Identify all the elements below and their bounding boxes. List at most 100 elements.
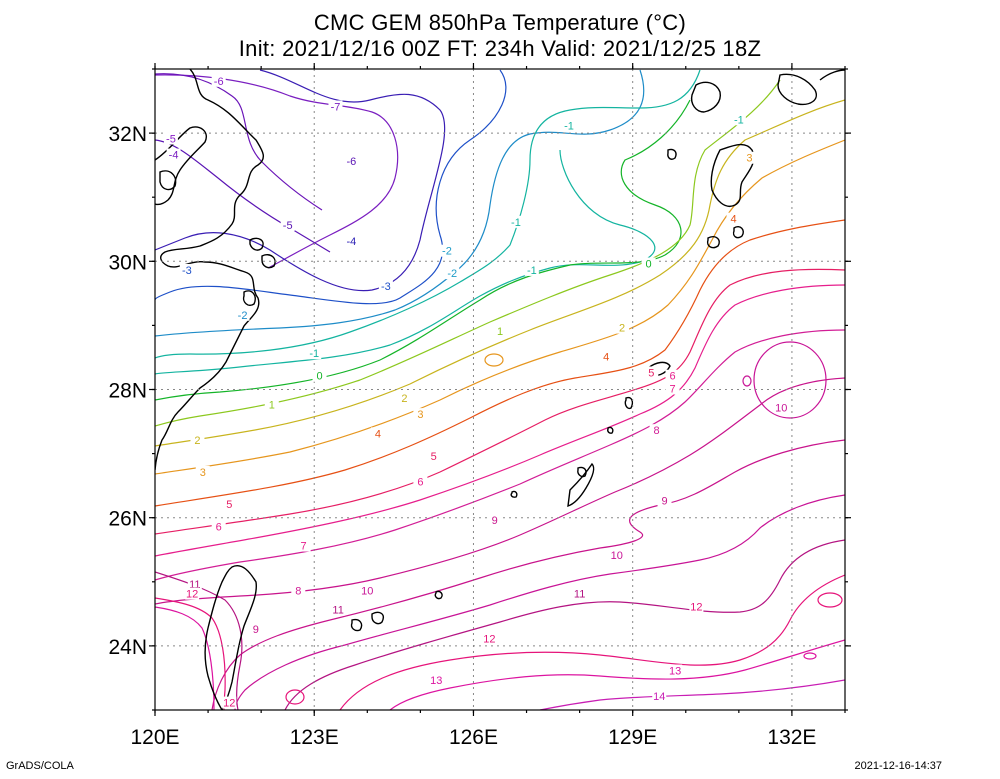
contour-label-bg	[312, 369, 327, 382]
contour-label-text: 10	[611, 550, 623, 562]
contour-label-text: -6	[214, 76, 224, 88]
china-islands-a	[159, 170, 177, 191]
lon-tick-label: 132E	[767, 726, 816, 749]
contour-label: 10	[360, 584, 375, 597]
contour-label-bg	[307, 347, 322, 360]
isotherm--3	[155, 69, 507, 305]
contour-label-text: 13	[430, 675, 442, 687]
contour-label-text: -4	[346, 236, 356, 248]
contour-label: 8	[649, 424, 664, 437]
contour-label-text: 5	[226, 499, 232, 511]
isotherm--5	[155, 139, 331, 253]
contour-label-text: 5	[431, 451, 437, 463]
zhoushan-b	[242, 290, 256, 306]
lon-tick-label: 126E	[449, 726, 498, 749]
contour-label-bg	[731, 113, 746, 126]
contour-label-text: -2	[238, 310, 248, 322]
isotherm-14	[539, 679, 845, 710]
contour-label-text: 1	[497, 326, 503, 338]
contour-label-text: -1	[564, 121, 574, 133]
contour-label-text: 6	[417, 476, 423, 488]
contour-label-bg	[328, 100, 343, 113]
contour-labels: -6-7-5-4-6-5-4-3-3-2-2-2-1-1-1-10011-122…	[163, 74, 789, 710]
contour-label-bg	[599, 350, 614, 363]
contour-label-text: 4	[603, 351, 609, 363]
contour-label-bg	[185, 587, 200, 600]
isotherm-closed-6	[285, 689, 305, 705]
taiwan	[204, 565, 258, 710]
contour-label-bg	[657, 494, 672, 507]
contour-label-text: -1	[527, 265, 537, 277]
contour-label: -1	[731, 113, 746, 126]
contour-label-bg	[190, 433, 205, 446]
lat-tick-label: 30N	[108, 251, 147, 274]
contour-label: 1	[493, 324, 507, 338]
contour-label-bg	[445, 267, 460, 280]
contour-label-bg	[644, 366, 659, 379]
contour-label-text: 8	[295, 585, 301, 597]
axis-ticks	[149, 63, 851, 716]
contour-label: -2	[445, 267, 460, 280]
contour-label-bg	[726, 212, 741, 225]
isotherm-10	[234, 494, 845, 710]
contour-label: 9	[487, 513, 502, 527]
software-credit: GrADS/COLA	[6, 760, 74, 772]
contour-label-bg	[378, 279, 393, 292]
contour-label-text: -3	[182, 265, 192, 277]
contour-label-text: -6	[346, 156, 356, 168]
lon-tick-label: 123E	[290, 726, 339, 749]
isotherm-7	[155, 329, 845, 581]
contour-label-text: 9	[492, 515, 498, 527]
miyako	[371, 611, 384, 625]
contour-label-text: 11	[189, 579, 200, 591]
contour-label-text: 3	[200, 467, 206, 479]
contour-label: 2	[615, 321, 630, 335]
isotherm-taiwan-c	[155, 606, 215, 710]
contour-label: 3	[195, 465, 210, 479]
contour-label: -3	[179, 263, 194, 277]
contour-label: 4	[599, 350, 614, 363]
contour-label-text: 12	[223, 698, 235, 710]
contour-label-bg	[665, 369, 680, 382]
isotherm-closed-4	[817, 592, 843, 608]
contour-label: 3	[413, 408, 428, 421]
contour-label: -3	[378, 279, 393, 293]
isotherm-13	[389, 639, 845, 710]
contour-label-text: 7	[669, 384, 675, 396]
isotherm-4	[155, 219, 845, 507]
contour-label-bg	[291, 584, 306, 597]
contour-label: 4	[370, 427, 385, 440]
contour-label: 1	[264, 398, 279, 412]
contour-label-text: 6	[216, 521, 222, 533]
contour-label-text: 7	[301, 541, 307, 553]
contour-label-text: 4	[375, 428, 381, 440]
contour-label: 7	[296, 539, 311, 553]
contour-label-bg	[742, 151, 757, 164]
ishigaki	[350, 618, 363, 632]
contour-label-text: 11	[332, 605, 343, 617]
contour-label: 6	[665, 369, 680, 383]
contour-label-text: -1	[734, 114, 744, 126]
contour-label-bg	[562, 119, 576, 132]
contour-label: -5	[163, 132, 178, 146]
contour-label-text: 9	[661, 496, 667, 508]
contour-label-bg	[195, 465, 210, 478]
contour-label-bg	[429, 674, 444, 687]
contour-label-bg	[652, 690, 667, 703]
contour-label-text: 0	[646, 259, 652, 271]
contour-label: 12	[222, 696, 237, 710]
contour-label: 8	[291, 584, 306, 597]
contour-label-bg	[179, 263, 194, 276]
chart-title: CMC GEM 850hPa Temperature (°C)	[313, 10, 687, 35]
contour-label-bg	[360, 584, 375, 597]
chart-subtitle: Init: 2021/12/16 00Z FT: 234h Valid: 202…	[238, 36, 762, 61]
contour-label: 12	[689, 600, 704, 613]
contour-label-text: 12	[186, 589, 198, 601]
china-bay	[155, 126, 207, 206]
contour-label-bg	[222, 497, 237, 510]
contour-label-bg	[166, 148, 181, 161]
isotherm-closed-3	[742, 375, 752, 387]
contour-label-bg	[296, 539, 311, 552]
isotherm--1	[155, 69, 701, 359]
contour-label-bg	[689, 600, 704, 613]
